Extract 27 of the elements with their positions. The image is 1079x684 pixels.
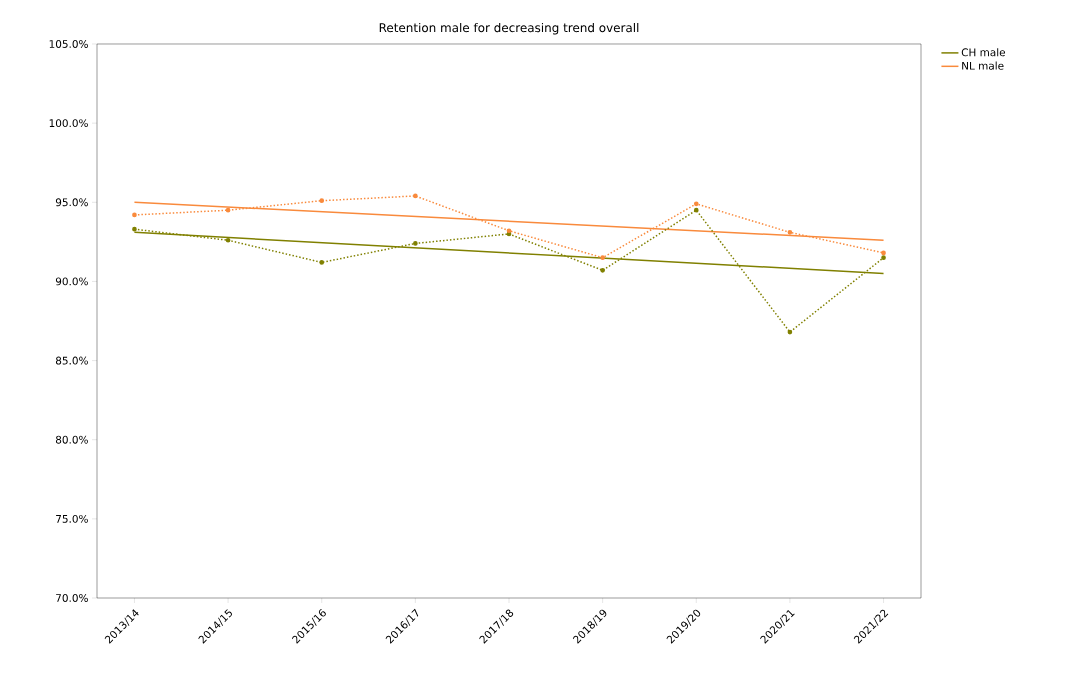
y-tick-label: 90.0%	[55, 277, 88, 286]
legend-label: CH male	[961, 48, 1006, 57]
point	[881, 250, 886, 256]
chart-title: Retention male for decreasing trend overall	[379, 22, 639, 35]
point	[225, 237, 231, 243]
point	[319, 198, 325, 204]
y-tick-label: 105.0%	[49, 40, 88, 48]
point	[132, 226, 137, 232]
point	[787, 329, 793, 335]
point	[600, 255, 605, 261]
point	[881, 255, 886, 261]
point	[413, 193, 418, 199]
point	[787, 230, 793, 235]
y-tick-label: 100.0%	[49, 119, 88, 128]
point	[225, 207, 231, 213]
point	[413, 241, 418, 246]
legend-label: NL male	[962, 61, 1004, 70]
point	[319, 260, 325, 265]
y-tick-label: 70.0%	[56, 594, 88, 602]
point	[132, 212, 137, 218]
point	[600, 268, 605, 273]
point	[693, 207, 699, 213]
y-tick-label: 95.0%	[55, 198, 88, 207]
y-tick-label: 80.0%	[55, 435, 88, 444]
point	[693, 201, 699, 207]
y-tick-label: 85.0%	[55, 356, 88, 365]
y-tick-label: 75.0%	[56, 514, 88, 523]
